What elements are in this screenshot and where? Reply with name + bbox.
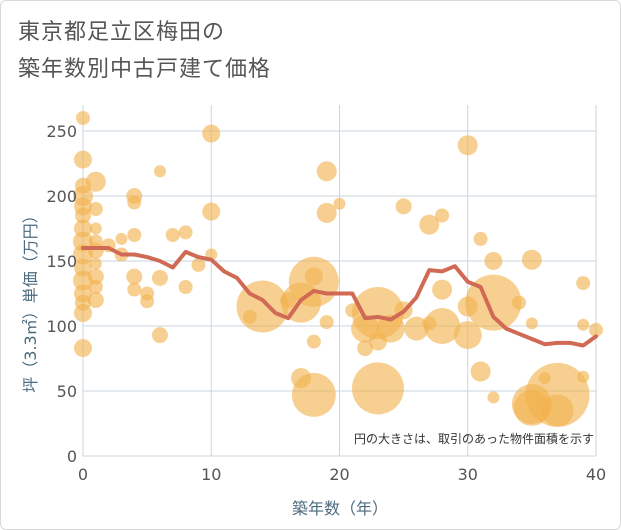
bubble-point — [432, 279, 453, 300]
bubble-point — [127, 195, 142, 210]
bubble-point — [577, 318, 590, 331]
bubble-point — [87, 242, 104, 259]
bubble-point — [521, 249, 542, 270]
x-tick-label: 30 — [458, 465, 478, 484]
bubble-point — [319, 315, 334, 330]
bubble-point — [589, 322, 603, 337]
bubble-point — [291, 372, 336, 417]
trend-line — [81, 246, 598, 348]
y-tick-label: 200 — [46, 187, 77, 206]
trend-series — [81, 246, 598, 348]
bubble-point — [140, 294, 155, 309]
bubble-point — [424, 308, 461, 344]
bubble-point — [487, 391, 500, 404]
bubble-point — [87, 268, 104, 285]
chart-title-line-2: 築年数別中古戸建て価格 — [18, 57, 272, 82]
bubble-point — [89, 257, 102, 270]
bubble-point — [316, 161, 337, 182]
bubble-point — [470, 361, 491, 382]
bubble-point — [165, 228, 180, 242]
bubble-point — [419, 214, 440, 235]
bubble-point — [333, 197, 346, 210]
x-tick-label: 20 — [329, 465, 349, 484]
bubble-point — [541, 394, 574, 427]
bubble-point — [75, 207, 91, 224]
bubble-point — [151, 327, 168, 344]
y-tick-label: 50 — [57, 382, 77, 401]
y-tick-label: 100 — [46, 317, 77, 336]
bubble-point — [74, 339, 92, 358]
bubble-point — [178, 280, 193, 294]
x-tick-label: 0 — [78, 465, 88, 484]
bubble-point — [457, 135, 478, 156]
y-tick-label: 250 — [46, 122, 77, 141]
bubble-point — [127, 228, 142, 242]
x-tick-label: 10 — [201, 465, 221, 484]
bubble-series — [73, 111, 603, 427]
bubble-point — [127, 282, 142, 297]
bubble-point — [126, 268, 143, 285]
bubble-point — [74, 150, 92, 169]
bubble-point — [484, 252, 503, 270]
bubble-point — [304, 267, 323, 286]
bubble-point — [576, 276, 591, 291]
bubble-point — [306, 334, 321, 349]
bubble-point — [151, 269, 168, 286]
chart-title: 東京都足立区梅田の 築年数別中古戸建て価格 — [18, 14, 271, 88]
bubble-point — [376, 314, 405, 343]
bubble-point — [89, 222, 102, 235]
bubble-point — [351, 362, 404, 415]
y-tick-label: 150 — [46, 252, 77, 271]
bubble-point — [178, 225, 193, 240]
bubble-point — [153, 165, 166, 178]
bubble-point — [191, 257, 206, 272]
bubble-point — [202, 124, 221, 143]
bubble-point — [85, 171, 106, 192]
bubble-point — [357, 340, 374, 357]
bubble-point — [115, 232, 128, 245]
bubble-point — [316, 202, 337, 223]
bubble-point — [202, 202, 221, 221]
bubble-point — [512, 295, 527, 310]
bubble-point — [473, 231, 488, 246]
bubble-point — [525, 317, 538, 330]
bubble-point — [435, 208, 450, 223]
y-axis-label: 坪（3.3㎡）単価（万円） — [21, 207, 40, 392]
bubble-point — [577, 370, 590, 383]
x-tick-label: 40 — [586, 465, 606, 484]
bubble-point — [74, 304, 92, 322]
y-tick-label: 0 — [67, 447, 77, 466]
bubble-point — [88, 280, 103, 294]
bubble-point — [453, 321, 482, 350]
bubble-point — [395, 198, 412, 215]
bubble-point — [87, 292, 104, 308]
size-note: 円の大きさは、取引のあった物件面積を示す — [354, 431, 594, 446]
bubble-point — [76, 111, 90, 125]
x-axis-label: 築年数（年） — [292, 499, 388, 518]
bubble-point — [88, 202, 103, 216]
chart-title-line-1: 東京都足立区梅田の — [18, 20, 226, 45]
axis-ticks: 0 50 100 150 200 250 0 10 20 30 40 — [46, 122, 606, 484]
